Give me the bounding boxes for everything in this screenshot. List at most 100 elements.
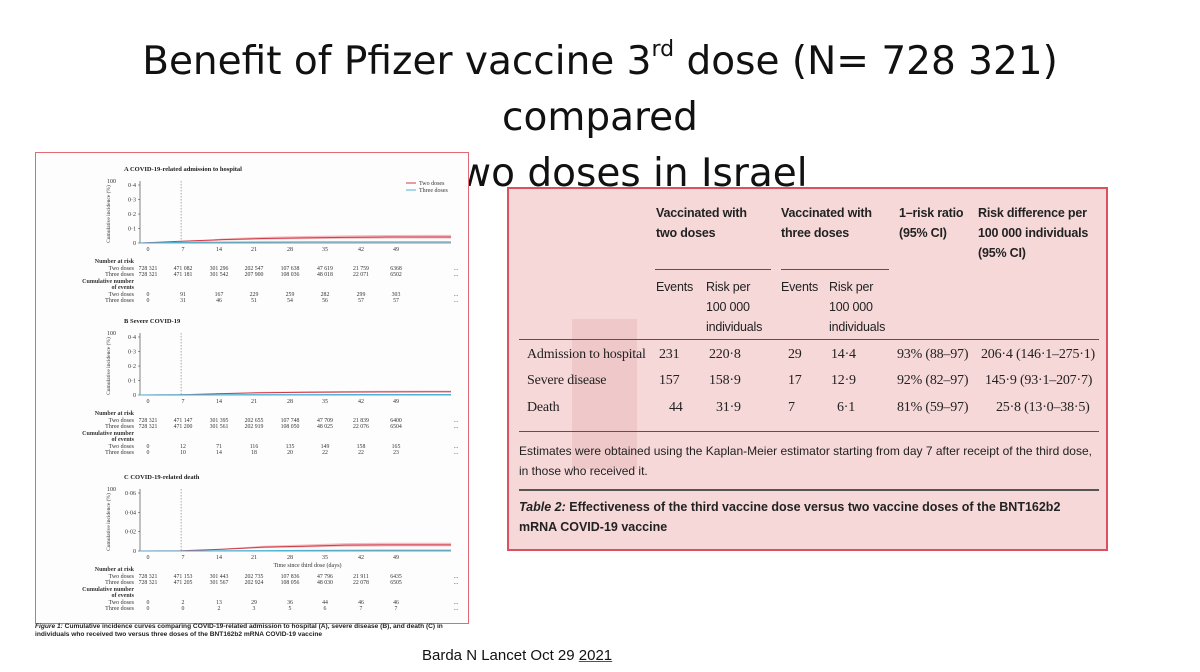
risk-three-cell: 108 036 bbox=[281, 272, 300, 278]
panel-title: C COVID-19-related death bbox=[124, 474, 200, 481]
col-header-three-doses-l2: three doses bbox=[781, 226, 849, 240]
events-three-cell: 22 bbox=[322, 450, 328, 456]
events-two-cell: 2 bbox=[182, 600, 185, 606]
x-tick-label: 14 bbox=[216, 399, 222, 405]
events-two-cell: 46 bbox=[358, 600, 364, 606]
risk-three-cell: 108 056 bbox=[281, 580, 300, 586]
row-label-severe: Severe disease bbox=[527, 373, 607, 388]
col-header-three-doses-l1: Vaccinated with bbox=[781, 206, 872, 220]
risk-two-cell: 471 082 bbox=[174, 266, 193, 272]
y-axis-label: Cumulative incidence (%) bbox=[105, 185, 112, 243]
risk-three-cell: 22 071 bbox=[353, 272, 369, 278]
cumulative-label: Cumulative number bbox=[82, 279, 134, 285]
events-three-cell: 57 bbox=[358, 298, 364, 304]
events-two-cell: 0 bbox=[147, 600, 150, 606]
x-tick-label: 7 bbox=[182, 555, 185, 561]
subheader-risk-two-l3: individuals bbox=[706, 320, 763, 334]
events-two-cell: 91 bbox=[180, 292, 186, 298]
subheader-risk-three: Risk per 100 000 individuals bbox=[829, 277, 885, 337]
col-header-risk-ratio: 1–risk ratio (95% CI) bbox=[899, 203, 964, 243]
events-two-cell: 36 bbox=[287, 600, 293, 606]
results-table-panel: Vaccinated with two doses Vaccinated with… bbox=[507, 187, 1108, 551]
subheader-risk-three-l1: Risk per bbox=[829, 280, 874, 294]
events-three-cell: 56 bbox=[322, 298, 328, 304]
figure-caption: Figure 1: Cumulative incidence curves co… bbox=[35, 623, 467, 639]
col-header-three-doses: Vaccinated with three doses bbox=[781, 203, 872, 243]
y-tick-label: 100 bbox=[107, 179, 116, 185]
subheader-risk-three-l2: 100 000 bbox=[829, 300, 873, 314]
legend-three-doses: Three doses bbox=[419, 188, 448, 194]
risk-three-cell: 48 018 bbox=[317, 272, 333, 278]
subheader-risk-two-l1: Risk per bbox=[706, 280, 751, 294]
header-rule-three bbox=[781, 269, 889, 270]
header-rule-two bbox=[655, 269, 771, 270]
cell-risk-ratio: 81% (59–97) bbox=[897, 400, 969, 415]
cell-risk-three: 6·1 bbox=[837, 400, 856, 415]
risk-three-cell: 728 321 bbox=[139, 424, 158, 430]
table-background-block bbox=[572, 319, 637, 469]
risk-two-cell: 107 748 bbox=[281, 418, 300, 424]
of-events-label: of events bbox=[112, 593, 135, 599]
x-axis-label: Time since third dose (days) bbox=[273, 562, 341, 569]
y-tick-label: 0·4 bbox=[128, 335, 136, 341]
row-label-three-doses: Three doses bbox=[105, 580, 134, 586]
row-label-two-doses: Two doses bbox=[109, 574, 135, 580]
slide-title-line1: Benefit of Pfizer vaccine 3rd dose (N= 7… bbox=[40, 26, 1160, 146]
risk-two-cell: 728 321 bbox=[139, 418, 158, 424]
citation-year: 2021 bbox=[578, 647, 613, 664]
row-label-two-doses: Two doses bbox=[109, 292, 135, 298]
y-axis-label: Cumulative incidence (%) bbox=[105, 493, 112, 551]
risk-two-cell: 301 443 bbox=[210, 574, 229, 580]
x-tick-label: 42 bbox=[358, 399, 364, 405]
risk-three-cell: 22 076 bbox=[353, 424, 369, 430]
risk-three-cell: 48 025 bbox=[317, 424, 333, 430]
number-at-risk-label: Number at risk bbox=[95, 411, 135, 417]
risk-two-cell: 21 911 bbox=[353, 574, 369, 580]
three-doses-curve bbox=[139, 241, 451, 244]
cell-risk-two: 220·8 bbox=[709, 347, 741, 362]
risk-three-cell: 301 542 bbox=[210, 272, 229, 278]
events-three-cell: 18 bbox=[251, 450, 257, 456]
risk-two-cell: 6435 bbox=[390, 574, 402, 580]
cell-events-two: 231 bbox=[659, 347, 680, 362]
y-tick-label: 0·06 bbox=[125, 491, 136, 497]
y-tick-label: 0·4 bbox=[128, 183, 136, 189]
risk-three-cell: 301 567 bbox=[210, 580, 229, 586]
row-label-three-doses: Three doses bbox=[105, 424, 134, 430]
events-two-cell: 158 bbox=[357, 444, 366, 450]
events-two-ellipsis: ... bbox=[454, 600, 459, 606]
risk-two-cell: 47 709 bbox=[317, 418, 333, 424]
x-tick-label: 7 bbox=[182, 247, 185, 253]
risk-three-cell: 6505 bbox=[390, 580, 402, 586]
risk-two-cell: 6400 bbox=[390, 418, 402, 424]
events-two-cell: 116 bbox=[250, 444, 259, 450]
risk-three-cell: 202 924 bbox=[245, 580, 264, 586]
of-events-label: of events bbox=[112, 285, 135, 291]
risk-two-cell: 47 619 bbox=[317, 266, 333, 272]
y-tick-label: 0·3 bbox=[128, 198, 136, 204]
table-header-rule bbox=[519, 339, 1099, 340]
x-tick-label: 21 bbox=[251, 555, 257, 561]
cell-risk-ratio: 92% (82–97) bbox=[897, 373, 969, 388]
events-two-cell: 299 bbox=[357, 292, 366, 298]
risk-three-cell: 728 321 bbox=[139, 580, 158, 586]
risk-two-cell: 47 796 bbox=[317, 574, 333, 580]
events-two-cell: 135 bbox=[286, 444, 295, 450]
subheader-events-two: Events bbox=[656, 280, 694, 294]
table-caption-label: Table 2: bbox=[519, 500, 566, 514]
x-tick-label: 28 bbox=[287, 247, 293, 253]
events-two-cell: 282 bbox=[321, 292, 330, 298]
risk-two-cell: 21 759 bbox=[353, 266, 369, 272]
y-tick-label: 100 bbox=[107, 487, 116, 493]
col-header-risk-difference-l3: (95% CI) bbox=[978, 246, 1026, 260]
events-two-cell: 29 bbox=[251, 600, 257, 606]
panel-title: A COVID-19-related admission to hospital bbox=[124, 166, 242, 173]
risk-three-cell: 471 200 bbox=[174, 424, 193, 430]
risk-two-cell: 202 655 bbox=[245, 418, 264, 424]
risk-three-ellipsis: ... bbox=[454, 272, 459, 278]
risk-two-cell: 471 147 bbox=[174, 418, 193, 424]
risk-two-cell: 21 839 bbox=[353, 418, 369, 424]
events-two-cell: 165 bbox=[392, 444, 401, 450]
cumulative-label: Cumulative number bbox=[82, 431, 134, 437]
events-two-cell: 149 bbox=[321, 444, 330, 450]
